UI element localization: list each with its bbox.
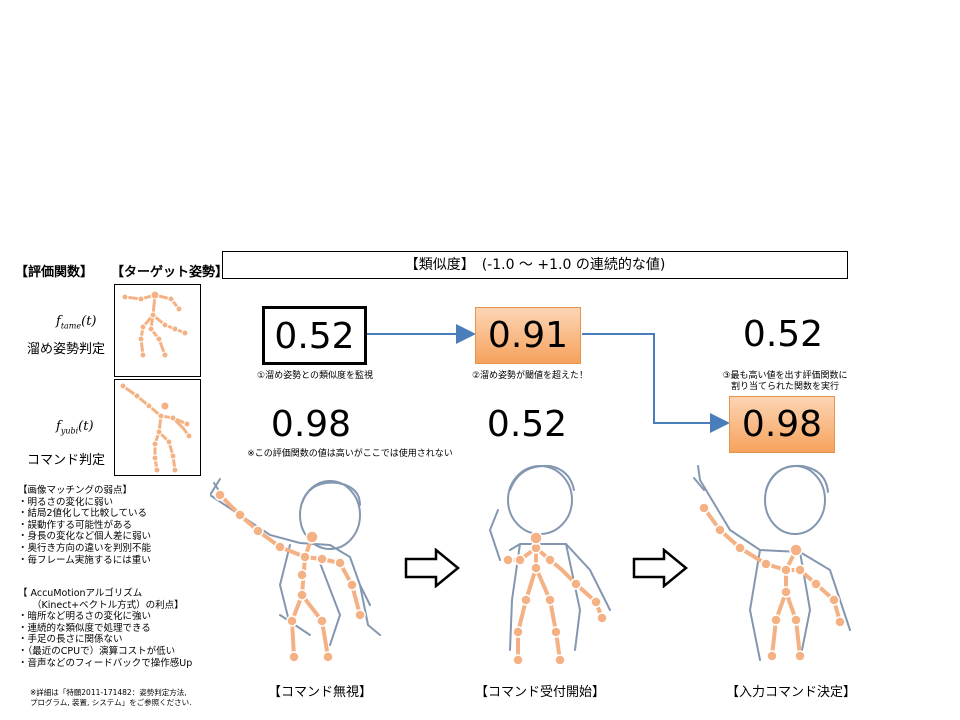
advantage-item: ・連続的な類似度で処理できる xyxy=(18,622,151,634)
stick-figure-tame xyxy=(121,290,189,359)
value-box-threshold: 0.91 xyxy=(475,307,581,364)
caption-execute-1: ③最も高い値を出す評価関数に xyxy=(722,371,848,381)
scene-ignore-illustration xyxy=(210,478,381,663)
function-label-yubi: コマンド判定 xyxy=(27,453,106,468)
advantage-item: ・暗所など明るさの変化に強い xyxy=(18,611,152,623)
function-name-tame: ftame(t) xyxy=(56,314,97,331)
scene-label-accept: 【コマンド受付開始】 xyxy=(475,685,606,700)
footnote-line-2: プログラム, 装置, システム」をご参照ください. xyxy=(30,698,192,707)
weakness-title: 【画像マッチングの弱点】 xyxy=(18,485,133,496)
value-row2-col3: 0.98 xyxy=(741,404,823,445)
advantage-title-2: （Kinect+ベクトル方式）の利点】 xyxy=(32,599,184,611)
value-row1-col1: 0.52 xyxy=(274,316,355,357)
value-row2-col1: 0.98 xyxy=(270,404,352,445)
function-label-tame: 溜め姿勢判定 xyxy=(27,342,106,357)
function-name-yubi: fyubi(t) xyxy=(56,419,94,436)
weakness-item: ・身長の変化など個人差に弱い xyxy=(18,531,152,543)
eval-func-header: 【評価関数】 xyxy=(15,265,94,280)
caption-threshold: ②溜め姿勢が閾値を超えた！ xyxy=(471,371,589,381)
caption-monitor: ①溜め姿勢との類似度を監視 xyxy=(257,371,373,381)
weakness-list: 【画像マッチングの弱点】 ・明るさの変化に弱い ・結局2値化して比較している ・… xyxy=(18,485,151,566)
value-box-monitor: 0.52 xyxy=(262,306,367,365)
footnote-line-1: ※詳細は「特願2011-171482：姿勢判定方法, xyxy=(30,688,187,697)
value-row1-col2: 0.91 xyxy=(487,315,569,356)
value-box-execute: 0.98 xyxy=(729,396,835,453)
caption-execute-2: 割り当てられた関数を実行 xyxy=(730,382,839,392)
block-arrow-right-icon xyxy=(404,548,460,588)
arrow-threshold-to-execute xyxy=(582,333,730,433)
scene-accept-illustration xyxy=(488,464,611,666)
advantage-list: 【 AccuMotionアルゴリズム （Kinect+ベクトル方式）の利点】 ・… xyxy=(18,588,192,669)
advantage-item: ・手足の長さに関係ない xyxy=(18,634,123,646)
similarity-banner: 【類似度】 (-1.0 〜 +1.0 の連続的な値) xyxy=(222,251,848,279)
weakness-item: ・結局2値化して比較している xyxy=(18,508,147,520)
target-pose-header: 【ターゲット姿勢】 xyxy=(111,265,229,280)
advantage-item: ・（最近のCPUで）演算コストが低い xyxy=(18,645,176,657)
caption-unused-note: ※この評価関数の値は高いがここでは使用されない xyxy=(247,449,453,459)
stick-figure-yubi xyxy=(119,382,193,474)
advantage-title-1: 【 AccuMotionアルゴリズム xyxy=(18,588,143,599)
footnote: ※詳細は「特願2011-171482：姿勢判定方法, プログラム, 装置, シス… xyxy=(30,688,191,708)
target-pose-yubi xyxy=(114,379,201,476)
scene-label-decide: 【入力コマンド決定】 xyxy=(726,685,857,700)
value-row2-col2: 0.52 xyxy=(486,404,568,445)
advantage-item: ・音声などのフィードバックで操作感Up xyxy=(18,657,193,669)
person-sketch xyxy=(693,464,851,661)
person-sketch xyxy=(210,478,381,646)
weakness-item: ・明るさの変化に弱い xyxy=(18,496,114,508)
scene-label-ignore: 【コマンド無視】 xyxy=(268,685,373,700)
weakness-item: ・毎フレーム実施するには重い xyxy=(18,554,151,566)
scene-decide-illustration xyxy=(693,464,851,662)
block-arrow-right-icon xyxy=(632,548,688,588)
weakness-item: ・奥行き方向の違いを判別不能 xyxy=(18,542,152,554)
target-pose-tame xyxy=(114,284,201,377)
value-row1-col3: 0.52 xyxy=(742,314,824,355)
weakness-item: ・誤動作する可能性がある xyxy=(18,519,133,531)
